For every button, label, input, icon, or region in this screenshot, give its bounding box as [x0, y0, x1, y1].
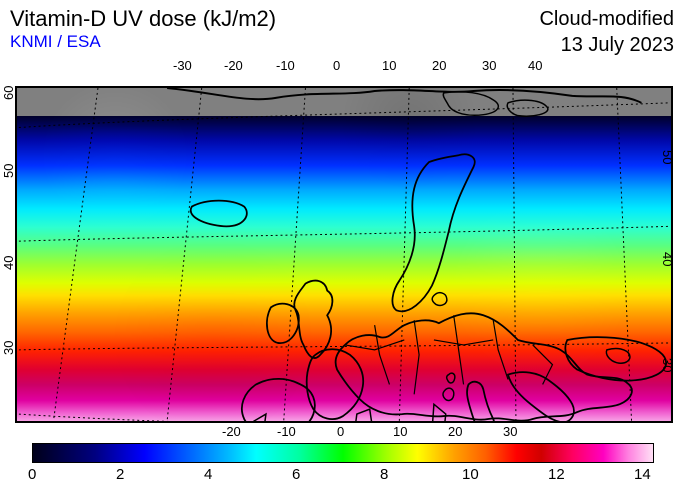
top-tick-10: 10	[382, 58, 396, 73]
left-tick-30: 30	[1, 341, 16, 355]
top-tick--30: -30	[173, 58, 192, 73]
bottom-tick--20: -20	[222, 424, 241, 439]
colorbar-tick-0: 0	[28, 466, 36, 483]
colorbar-tick-2: 2	[116, 466, 124, 483]
map-panel[interactable]	[15, 86, 673, 423]
colorbar-tick-12: 12	[548, 466, 565, 483]
colorbar-tick-6: 6	[292, 466, 300, 483]
left-tick-50: 50	[1, 164, 16, 178]
right-tick-50: 50	[660, 150, 675, 164]
page-title: Vitamin-D UV dose (kJ/m2)	[10, 6, 276, 32]
bottom-tick-10: 10	[393, 424, 407, 439]
right-tick-40: 40	[660, 252, 675, 266]
colorbar-tick-10: 10	[462, 466, 479, 483]
left-tick-60: 60	[1, 86, 16, 100]
date-title: Cloud-modified 13 July 2023	[539, 6, 674, 58]
colorbar-tick-14: 14	[634, 466, 651, 483]
left-tick-40: 40	[1, 256, 16, 270]
colorbar-gradient	[32, 443, 654, 463]
top-tick--10: -10	[276, 58, 295, 73]
colorbar-tick-4: 4	[204, 466, 212, 483]
top-tick-30: 30	[482, 58, 496, 73]
source-label: KNMI / ESA	[10, 32, 101, 52]
right-tick-30: 30	[660, 358, 675, 372]
top-tick--20: -20	[224, 58, 243, 73]
root-page: Vitamin-D UV dose (kJ/m2) KNMI / ESA Clo…	[0, 0, 688, 490]
colorbar[interactable]	[32, 443, 654, 463]
top-tick-0: 0	[333, 58, 340, 73]
top-tick-20: 20	[432, 58, 446, 73]
top-tick-40: 40	[528, 58, 542, 73]
bottom-tick-20: 20	[448, 424, 462, 439]
colorbar-tick-8: 8	[380, 466, 388, 483]
bottom-tick--10: -10	[277, 424, 296, 439]
bottom-tick-30: 30	[503, 424, 517, 439]
bottom-tick-0: 0	[337, 424, 344, 439]
